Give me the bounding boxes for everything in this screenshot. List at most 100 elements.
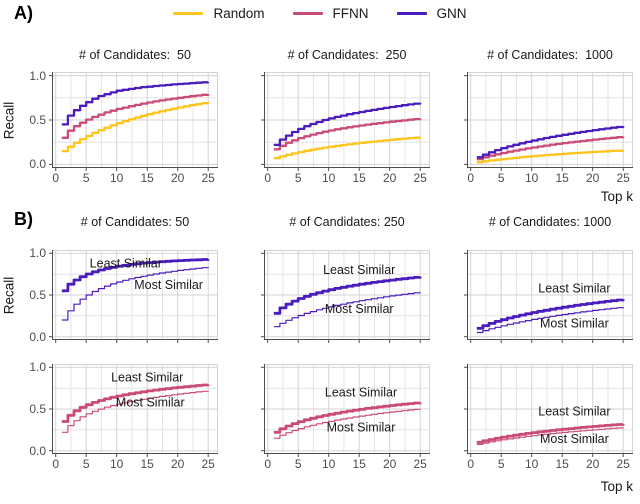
- y-tick-label: 0.0: [29, 443, 46, 458]
- x-tick-label: 0: [467, 171, 475, 185]
- series-random-line: [273, 136, 422, 160]
- series-most-similar-line: [476, 307, 624, 334]
- x-tick-label: 15: [352, 457, 366, 471]
- plot-area: Least Similar Most Similar: [261, 364, 430, 457]
- y-tick-label: 0.5: [29, 402, 46, 416]
- x-tick-label: 25: [616, 457, 630, 471]
- plot-area: Least Similar Most Similar: [49, 250, 218, 343]
- x-tick-label: 20: [383, 457, 397, 471]
- plot-area: [464, 72, 633, 171]
- ffnn-line-swatch: [292, 12, 323, 15]
- x-tick-label: 5: [497, 457, 505, 471]
- series-most-similar-line: [61, 267, 209, 321]
- series-gnn-line: [61, 81, 210, 126]
- series-ffnn-line: [273, 117, 422, 151]
- series-least-similar-line: [273, 276, 422, 315]
- chart-a-candidates-1000: 0 5 10 15 20 25: [464, 72, 633, 185]
- chart-b-gnn-candidates-1000: Least Similar Most Similar: [464, 250, 633, 343]
- x-tick-label: 10: [322, 171, 336, 185]
- plot-area: [261, 72, 430, 171]
- chart-b-ffnn-candidates-1000: Least Similar Most Similar 0 5 10 15 20 25: [464, 364, 633, 471]
- chart-title-a-50: # of Candidates: 50: [79, 48, 191, 62]
- annotation-least-similar: Least Similar: [323, 263, 395, 277]
- series-gnn-line: [476, 125, 625, 159]
- legend-label-gnn: GNN: [436, 6, 467, 21]
- chart-title-b-1000: # of Candidates: 1000: [488, 215, 612, 229]
- x-axis-label-panel-a: Top k: [600, 189, 633, 204]
- y-tick-label: 1.0: [29, 68, 46, 83]
- x-tick-label: 15: [140, 171, 154, 185]
- x-tick-label: 10: [110, 457, 124, 471]
- x-tick-label: 20: [586, 171, 600, 185]
- y-tick-label: 0.0: [29, 329, 46, 344]
- x-tick-label: 20: [171, 171, 185, 185]
- x-tick-label: 0: [467, 457, 475, 471]
- chart-b-ffnn-candidates-250: Least Similar Most Similar 0 5 10 15 20 25: [261, 364, 430, 471]
- y-tick-label: 1.0: [29, 360, 46, 375]
- chart-a-candidates-250: 0 5 10 15 20 25: [261, 72, 430, 185]
- annotation-least-similar: Least Similar: [90, 256, 162, 270]
- series-most-similar-line: [273, 408, 421, 439]
- series-least-similar-line: [61, 383, 210, 423]
- x-tick-label: 0: [52, 457, 60, 471]
- series-ffnn-line: [61, 93, 210, 139]
- series-least-similar-line: [273, 401, 422, 434]
- annotation-least-similar: Least Similar: [538, 405, 610, 419]
- chart-title-b-50: # of Candidates: 50: [80, 215, 190, 229]
- x-tick-label: 25: [616, 171, 630, 185]
- series-least-similar-line: [476, 423, 625, 444]
- x-tick-label: 5: [497, 171, 505, 185]
- x-tick-label: 10: [525, 457, 539, 471]
- chart-title-a-250: # of Candidates: 250: [287, 48, 407, 62]
- x-tick-label: 0: [264, 171, 272, 185]
- chart-a-candidates-50: 0 5 10 15 20 25 0.0 0.5 1.0: [29, 69, 218, 185]
- plot-area: Least Similar Most Similar: [261, 250, 430, 343]
- plot-area: [49, 72, 218, 171]
- x-tick-label: 5: [294, 457, 302, 471]
- y-tick-label: 0.5: [29, 288, 46, 302]
- x-tick-label: 25: [413, 171, 427, 185]
- x-tick-label: 20: [171, 457, 185, 471]
- legend: Random FFNN GNN: [0, 6, 640, 21]
- x-tick-label: 20: [383, 171, 397, 185]
- annotation-most-similar: Most Similar: [327, 420, 396, 434]
- series-most-similar-line: [476, 427, 624, 445]
- chart-title-b-250: # of Candidates: 250: [289, 215, 405, 229]
- x-tick-label: 0: [264, 457, 272, 471]
- x-tick-label: 25: [413, 457, 427, 471]
- legend-item-gnn: GNN: [396, 6, 467, 21]
- annotation-most-similar: Most Similar: [134, 278, 203, 292]
- x-tick-label: 5: [82, 171, 90, 185]
- annotation-most-similar: Most Similar: [540, 316, 609, 330]
- series-least-similar-line: [61, 258, 210, 293]
- panel-a-label: A): [14, 3, 33, 23]
- chart-b-gnn-candidates-50: Least Similar Most Similar 0.0 0.5 1.0: [29, 246, 218, 344]
- panel-b-label: B): [14, 209, 33, 229]
- x-tick-label: 25: [201, 171, 215, 185]
- series-random-line: [61, 101, 210, 153]
- x-tick-label: 5: [82, 457, 90, 471]
- legend-item-ffnn: FFNN: [292, 6, 369, 21]
- x-tick-label: 5: [294, 171, 302, 185]
- x-tick-label: 15: [140, 457, 154, 471]
- x-tick-label: 15: [555, 457, 569, 471]
- x-tick-label: 15: [555, 171, 569, 185]
- series-gnn-line: [273, 102, 422, 147]
- x-tick-label: 10: [110, 171, 124, 185]
- y-tick-label: 0.5: [29, 113, 46, 127]
- annotation-least-similar: Least Similar: [111, 370, 183, 384]
- annotation-most-similar: Most Similar: [540, 432, 609, 446]
- x-tick-label: 25: [201, 457, 215, 471]
- series-random-line: [476, 149, 625, 164]
- annotation-least-similar: Least Similar: [325, 385, 397, 399]
- annotation-most-similar: Most Similar: [116, 395, 185, 409]
- plot-area: Least Similar Most Similar: [464, 364, 633, 457]
- series-most-similar-line: [273, 292, 421, 328]
- x-tick-label: 0: [52, 171, 60, 185]
- chart-title-a-1000: # of Candidates: 1000: [487, 48, 613, 62]
- plot-area: Least Similar Most Similar: [49, 364, 218, 457]
- x-tick-label: 20: [586, 457, 600, 471]
- x-tick-label: 10: [322, 457, 336, 471]
- legend-label-random: Random: [213, 6, 265, 21]
- annotation-most-similar: Most Similar: [325, 302, 394, 316]
